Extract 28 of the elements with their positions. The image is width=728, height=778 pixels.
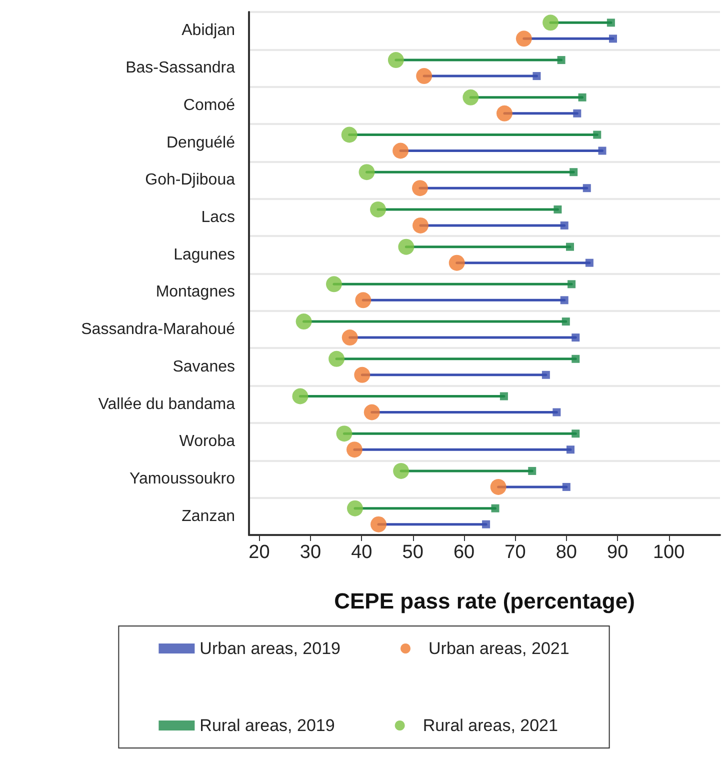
y-tick-label: Comoé <box>183 96 236 114</box>
x-tick-label: 50 <box>402 542 424 563</box>
y-tick-label: Montagnes <box>156 284 235 301</box>
y-tick-label: Yamoussoukro <box>129 470 236 488</box>
x-tick-label: 90 <box>607 542 628 563</box>
y-tick-label: Denguélé <box>166 134 236 152</box>
x-tick-label: 40 <box>351 542 372 563</box>
y-tick-label: Lagunes <box>174 246 235 264</box>
y-tick-label: Vallée du bandama <box>98 396 236 413</box>
x-tick-label: 20 <box>248 542 270 563</box>
x-tick-label: 100 <box>652 542 685 563</box>
y-tick-label: Savanes <box>172 358 235 376</box>
y-tick-label: Goh-Djiboua <box>145 172 236 189</box>
legend-label: Urban areas, 2019 <box>200 639 341 658</box>
y-tick-label: Sassandra-Marahoué <box>81 321 236 338</box>
y-tick-label: Bas-Sassandra <box>126 60 236 77</box>
x-tick-label: 60 <box>453 542 475 563</box>
y-tick-label: Zanzan <box>182 508 235 525</box>
x-tick-label: 70 <box>504 542 526 563</box>
x-tick-label: 30 <box>300 542 322 563</box>
legend-label: Urban areas, 2021 <box>428 639 570 658</box>
x-tick-label: 80 <box>556 542 577 563</box>
x-axis-title: CEPE pass rate (percentage) <box>334 588 635 614</box>
y-tick-label: Abidjan <box>182 22 235 40</box>
y-tick-label: Lacs <box>201 208 235 226</box>
legend-label: Rural areas, 2021 <box>422 716 558 735</box>
legend-label: Rural areas, 2019 <box>200 716 335 735</box>
y-tick-label: Woroba <box>179 433 236 450</box>
